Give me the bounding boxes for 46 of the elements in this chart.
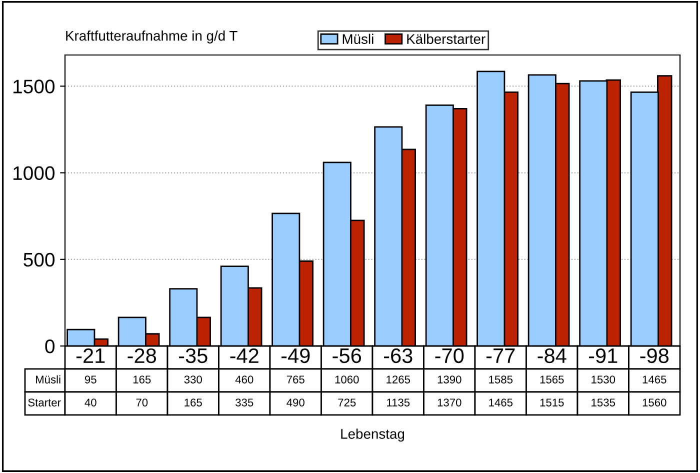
y-tick-label: 0 — [45, 339, 55, 354]
data-label: 335 — [236, 398, 254, 406]
text: Starter — [28, 398, 61, 406]
data-label: 70 — [136, 398, 148, 406]
x-tick-label: -49 — [281, 348, 310, 364]
data-label: 1370 — [438, 398, 462, 406]
x-tick-label: -70 — [435, 348, 464, 364]
data-label: 490 — [286, 398, 304, 406]
x-tick-label: -98 — [640, 348, 669, 364]
data-label: 1060 — [335, 376, 359, 384]
data-label: 40 — [84, 398, 96, 406]
data-label: 165 — [133, 376, 151, 384]
data-label: 765 — [286, 376, 304, 384]
x-tick-label: -42 — [230, 348, 258, 363]
data-label: 330 — [184, 376, 202, 384]
data-label: 1530 — [592, 376, 616, 384]
x-tick-label: -77 — [486, 348, 515, 363]
x-tick-label: -91 — [588, 348, 618, 364]
y-tick-label: 1500 — [14, 80, 55, 94]
data-label: 460 — [235, 376, 254, 384]
data-label: 1265 — [386, 376, 410, 384]
x-tick-label: -84 — [538, 348, 566, 364]
x-tick-label: -21 — [76, 348, 105, 363]
data-label: 1465 — [642, 376, 666, 384]
x-axis-title: Lebenstag — [341, 428, 404, 442]
data-label: 1560 — [642, 398, 666, 406]
text: Müsli — [36, 375, 60, 384]
data-label: 1515 — [540, 398, 564, 406]
y-tick-label: 1000 — [14, 166, 55, 180]
legend-label: Kälberstarter — [407, 34, 486, 44]
x-tick-label: -63 — [384, 348, 412, 364]
data-label: 1135 — [387, 398, 410, 406]
data-label: 95 — [84, 376, 96, 384]
y-tick-label: 500 — [24, 252, 55, 267]
data-label: 1465 — [489, 398, 513, 406]
legend-label: Müsli — [342, 34, 374, 44]
x-tick-label: -35 — [178, 348, 208, 364]
x-tick-label: -56 — [332, 348, 362, 364]
data-label: 1535 — [592, 398, 616, 406]
data-label: 1565 — [540, 376, 564, 384]
data-label: 1585 — [489, 376, 513, 384]
x-tick-label: -28 — [128, 348, 156, 364]
data-label: 165 — [184, 398, 202, 406]
data-label: 1390 — [438, 376, 462, 384]
data-label: 725 — [338, 398, 356, 406]
y-axis-title: Kraftfutteraufnahme in g/d T — [66, 30, 238, 44]
